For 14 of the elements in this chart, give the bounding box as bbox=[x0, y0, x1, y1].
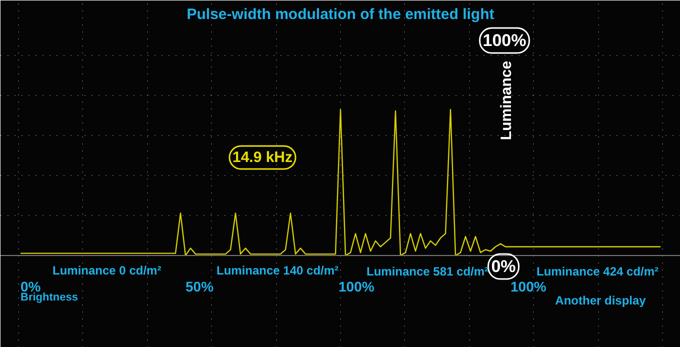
text: Luminance 0 cd/m² bbox=[52, 264, 162, 278]
text: 100% bbox=[338, 278, 375, 294]
text: Brightness bbox=[20, 292, 78, 304]
text: 100% bbox=[482, 31, 526, 50]
annotation: 14.9 kHz bbox=[232, 149, 293, 166]
text: 0% bbox=[491, 257, 516, 276]
text: 50% bbox=[186, 278, 214, 294]
text: Luminance 140 cd/m² bbox=[216, 264, 339, 278]
y-axis-title: Luminance bbox=[498, 60, 515, 140]
text: Another display bbox=[555, 294, 646, 308]
text: 100% bbox=[510, 278, 547, 294]
chart-title: Pulse-width modulation of the emitted light bbox=[186, 6, 494, 23]
text: Luminance 581 cd/m² bbox=[366, 264, 489, 278]
text: Luminance 424 cd/m² bbox=[536, 264, 659, 278]
